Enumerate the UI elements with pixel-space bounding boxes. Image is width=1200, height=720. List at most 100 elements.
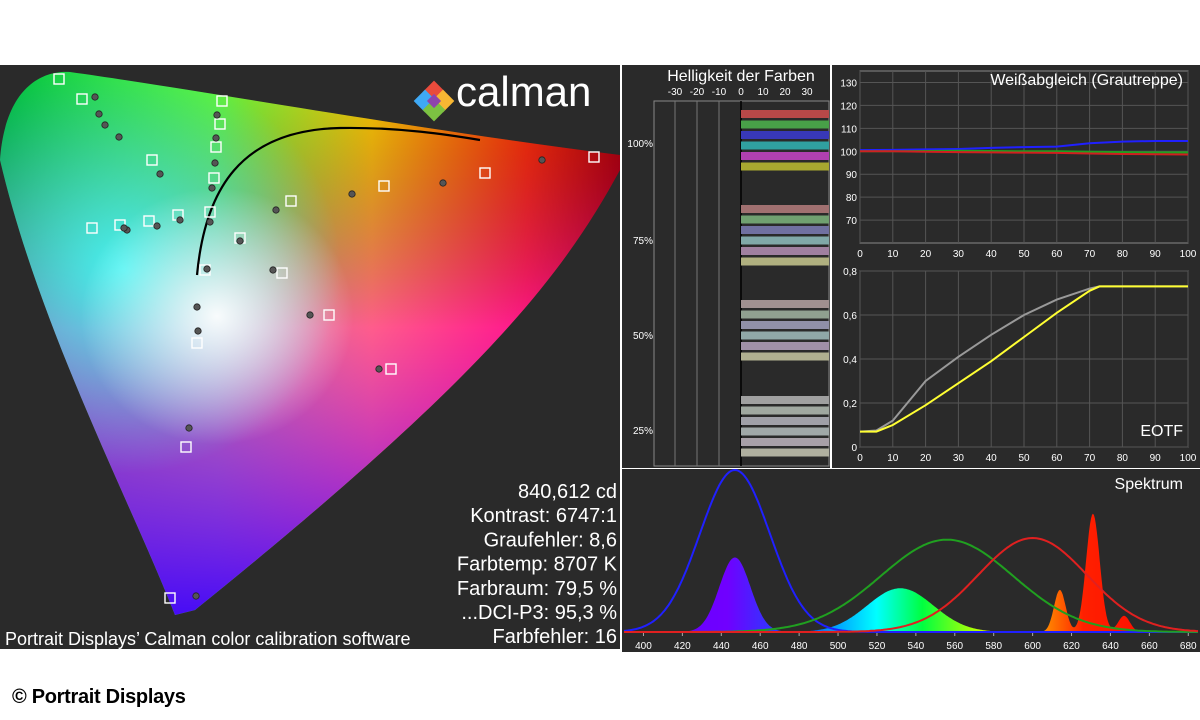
tick-label: 100%	[627, 139, 653, 150]
target-point	[479, 167, 491, 179]
tick-label: 0	[851, 443, 857, 454]
tick-label: 50	[1018, 249, 1030, 260]
measured-point	[348, 190, 356, 198]
measured-point	[269, 266, 277, 274]
tick-label: 0,6	[843, 311, 857, 322]
measured-point	[272, 206, 280, 214]
measured-spectrum	[624, 513, 1198, 632]
brightness-bar	[741, 406, 829, 415]
tick-label: 500	[830, 641, 847, 652]
tick-label: 20	[920, 453, 932, 464]
brightness-bar	[741, 417, 829, 425]
measured-point	[153, 222, 161, 230]
brightness-bar	[741, 300, 829, 308]
measured-point	[192, 592, 200, 600]
target-point	[204, 206, 216, 218]
target-point	[208, 172, 220, 184]
tick-label: 0	[857, 249, 863, 260]
tick-label: 30	[953, 453, 965, 464]
tick-label: 680	[1180, 641, 1197, 652]
target-point	[143, 215, 155, 227]
brightness-bar	[741, 110, 829, 118]
tick-label: 90	[1150, 453, 1162, 464]
tick-label: 25%	[633, 426, 653, 437]
tick-label: 80	[1117, 249, 1129, 260]
tick-label: 30	[801, 87, 813, 98]
brightness-bar	[741, 427, 829, 436]
series-line	[860, 150, 1189, 156]
tick-label: 110	[841, 124, 857, 135]
tick-label: 0	[738, 87, 744, 98]
tick-label: 20	[920, 249, 932, 260]
tick-label: 90	[846, 170, 858, 181]
measured-point	[375, 365, 383, 373]
tick-label: 10	[887, 249, 899, 260]
brightness-bar	[741, 310, 829, 319]
tick-label: -30	[668, 87, 683, 98]
measured-point	[236, 237, 244, 245]
tick-label: 120	[840, 101, 857, 112]
brightness-bar	[741, 352, 829, 361]
chart-title: EOTF	[1140, 423, 1183, 440]
brightness-bar	[741, 247, 829, 255]
tick-label: 0	[857, 453, 863, 464]
tick-label: 70	[1084, 249, 1096, 260]
measured-point	[156, 170, 164, 178]
tick-label: 70	[1084, 453, 1096, 464]
series-line	[859, 139, 1188, 152]
target-point	[164, 592, 176, 604]
stat-line: Farbtemp: 8707 K	[457, 554, 618, 576]
tick-label: 0,4	[843, 355, 857, 366]
tick-label: 40	[986, 453, 998, 464]
reference-curve	[623, 468, 1198, 633]
brightness-bar	[741, 236, 829, 245]
calman-logo: calman	[413, 68, 591, 122]
target-point	[180, 441, 192, 453]
target-point	[214, 118, 226, 130]
brightness-bar	[741, 257, 829, 266]
target-point	[216, 95, 228, 107]
brightness-bar	[741, 448, 829, 457]
tick-label: 80	[846, 193, 858, 204]
copyright-notice: © Portrait Displays	[12, 686, 186, 708]
target-point	[276, 267, 288, 279]
tick-label: 460	[752, 641, 769, 652]
measured-point	[115, 133, 123, 141]
tick-label: 20	[779, 87, 791, 98]
target-point	[210, 141, 222, 153]
tick-label: 70	[846, 216, 858, 227]
measured-point	[306, 311, 314, 319]
tick-label: 580	[985, 641, 1002, 652]
brightness-bar	[741, 120, 829, 129]
stat-line: Farbfehler: 16	[492, 626, 617, 648]
tick-label: 0,2	[843, 399, 857, 410]
target-point	[146, 154, 158, 166]
tick-label: 600	[1024, 641, 1041, 652]
tick-label: 640	[1102, 641, 1119, 652]
tick-label: 480	[791, 641, 808, 652]
tick-label: 90	[1150, 249, 1162, 260]
brightness-bar	[741, 152, 829, 160]
tick-label: 130	[840, 78, 857, 89]
brightness-bar	[741, 131, 829, 139]
brightness-bar	[741, 396, 829, 404]
measured-point	[206, 218, 214, 226]
tick-label: 100	[1180, 249, 1197, 260]
measured-point	[185, 424, 193, 432]
tick-label: 50%	[633, 331, 653, 342]
measured-point	[213, 111, 221, 119]
whitebalance-panel	[832, 65, 1200, 268]
measured-point	[101, 121, 109, 129]
target-point	[385, 363, 397, 375]
tick-label: -20	[690, 87, 705, 98]
measured-point	[211, 159, 219, 167]
brightness-bar	[741, 215, 829, 224]
reference-curve	[624, 536, 1199, 633]
stat-line: Kontrast: 6747:1	[470, 505, 617, 527]
caption: Portrait Displays’ Calman color calibrat…	[5, 629, 410, 649]
measured-point	[203, 265, 211, 273]
logo-text: calman	[456, 68, 591, 115]
tick-label: 0,8	[843, 267, 857, 278]
series-line	[860, 285, 1188, 433]
